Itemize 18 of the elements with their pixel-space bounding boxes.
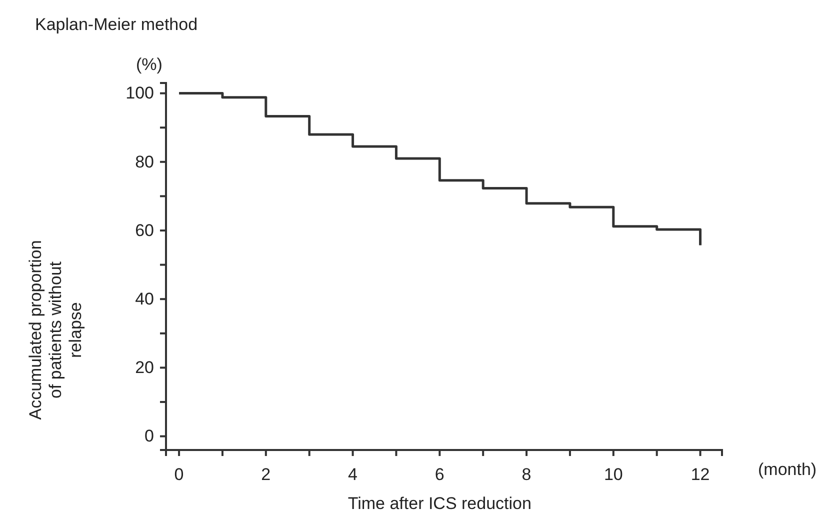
x-tick-label: 4 (348, 465, 358, 484)
y-tick-label: 20 (135, 358, 154, 378)
y-tick-label: 100 (126, 84, 154, 103)
y-axis-title: Accumulated proportion of patients without relapse (26, 240, 85, 420)
x-tick-label: 2 (261, 465, 271, 484)
y-tick-label: 0 (144, 426, 154, 446)
x-tick-label: 6 (434, 465, 444, 484)
y-tick-label: 60 (135, 220, 154, 240)
text: (month) (758, 460, 817, 479)
x-axis-title: Time after ICS reduction (348, 494, 532, 513)
text: (%) (136, 55, 162, 74)
x-tick-label: 8 (522, 465, 532, 484)
chart-title: Kaplan-Meier method (35, 15, 198, 34)
x-tick-label: 0 (174, 465, 184, 484)
y-tick-label: 80 (135, 152, 154, 172)
y-tick-label: 40 (135, 290, 154, 309)
x-tick-label: 12 (690, 465, 710, 484)
x-tick-label: 10 (604, 465, 623, 484)
